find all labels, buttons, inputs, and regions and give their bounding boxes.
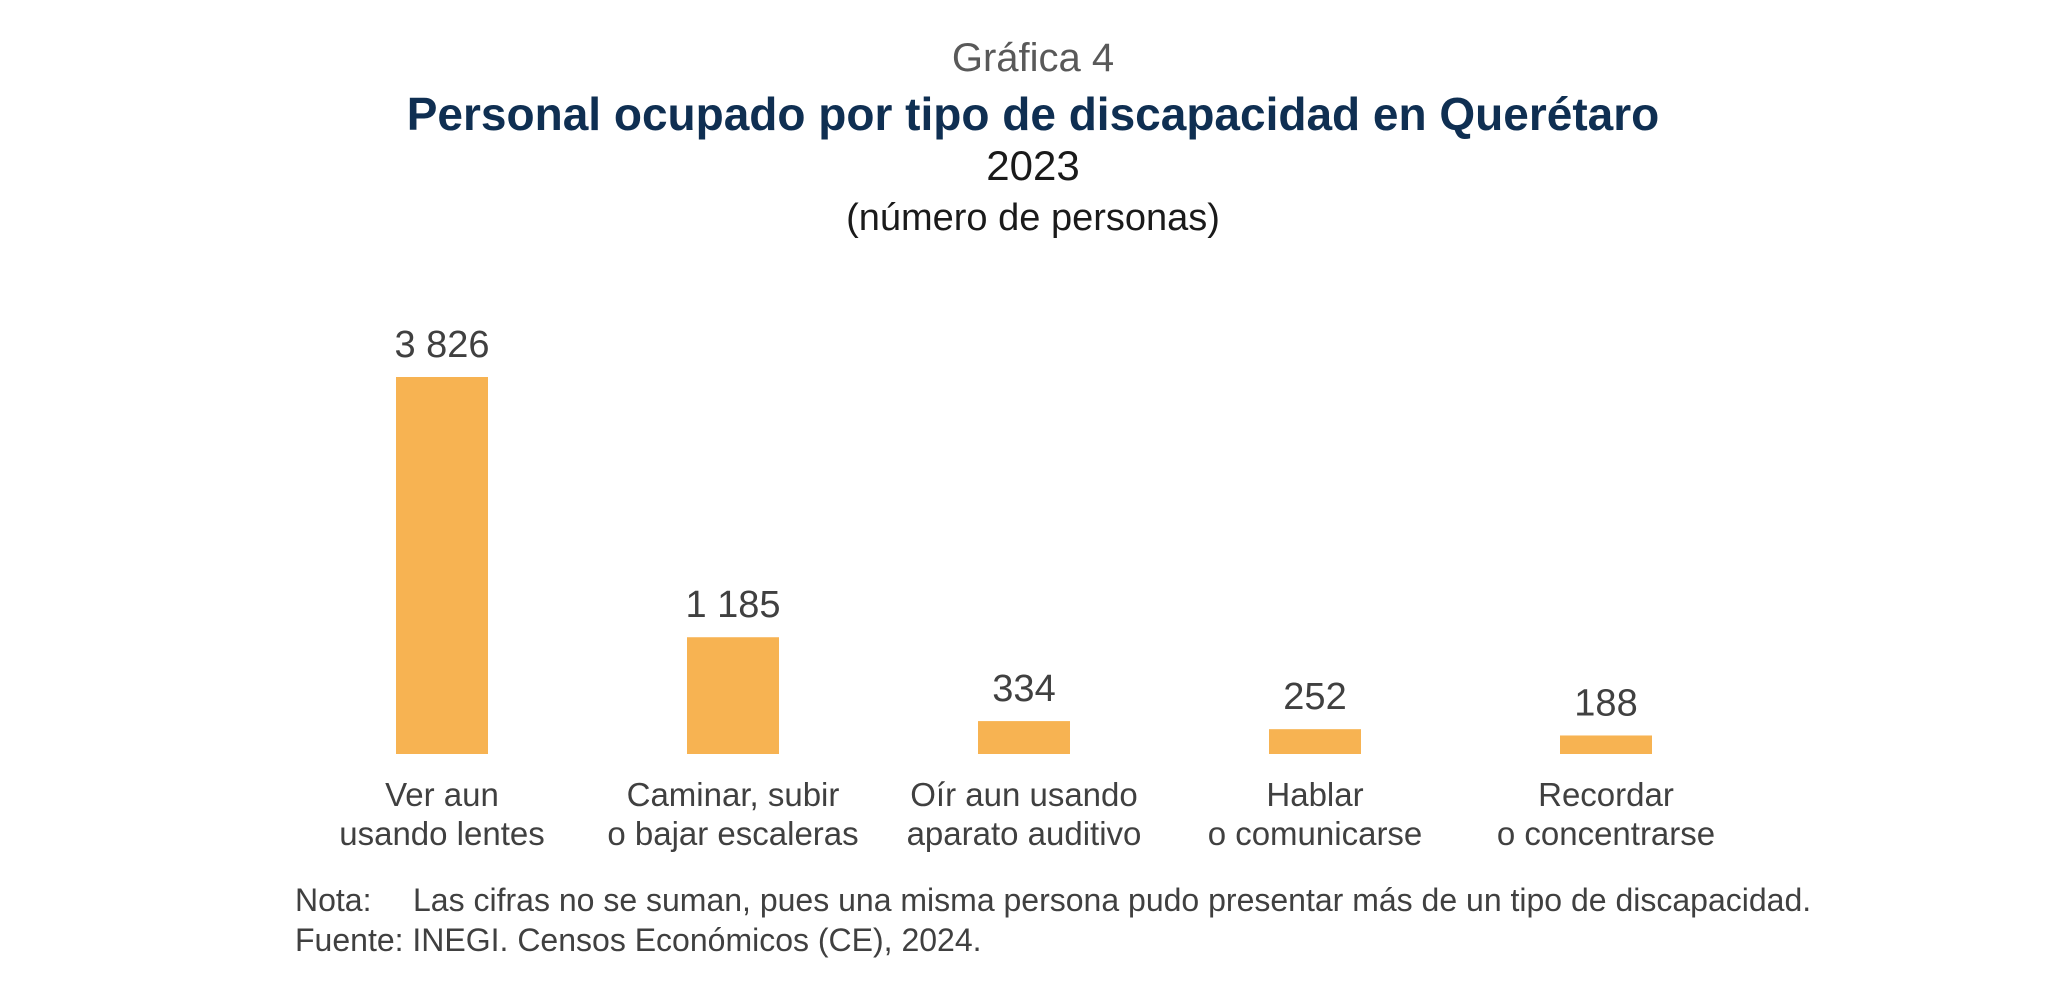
bar-value-label: 252 — [1283, 676, 1346, 718]
category-label: o concentrarse — [1497, 815, 1715, 852]
source-row: Fuente: INEGI. Censos Económicos (CE), 2… — [295, 920, 1811, 960]
bar — [978, 721, 1070, 754]
bar — [687, 637, 779, 754]
note-label: Nota: — [295, 882, 372, 918]
category-label: aparato auditivo — [907, 815, 1142, 852]
chart-number: Gráfica 4 — [951, 36, 1115, 80]
chart-title: Personal ocupado por tipo de discapacida… — [406, 88, 1660, 140]
category-label: Caminar, subir — [627, 776, 840, 813]
source-label: Fuente: — [295, 922, 404, 958]
source-text: INEGI. Censos Económicos (CE), 2024. — [412, 922, 982, 958]
bar — [1269, 729, 1361, 754]
bar — [396, 377, 488, 754]
bar-value-label: 334 — [992, 668, 1055, 710]
note-row: Nota: Las cifras no se suman, pues una mi… — [295, 880, 1811, 920]
category-label: Oír aun usando — [910, 776, 1138, 813]
bar-value-label: 188 — [1574, 682, 1637, 724]
category-label: Recordar — [1538, 776, 1674, 813]
category-label: o comunicarse — [1208, 815, 1423, 852]
chart-year: 2023 — [986, 142, 1080, 189]
bar-value-label: 1 185 — [685, 584, 780, 626]
bar — [1560, 735, 1652, 754]
chart-header: Gráfica 4 Personal ocupado por tipo de d… — [0, 30, 2066, 244]
category-label: Ver aun — [385, 776, 499, 813]
category-label: Hablar — [1266, 776, 1363, 813]
category-label: o bajar escaleras — [607, 815, 858, 852]
chart-notes: Nota: Las cifras no se suman, pues una mi… — [295, 880, 1811, 960]
bar-value-label: 3 826 — [394, 324, 489, 366]
chart-unit: (número de personas) — [846, 197, 1220, 239]
note-text: Las cifras no se suman, pues una misma p… — [413, 882, 1812, 918]
category-label: usando lentes — [339, 815, 545, 852]
